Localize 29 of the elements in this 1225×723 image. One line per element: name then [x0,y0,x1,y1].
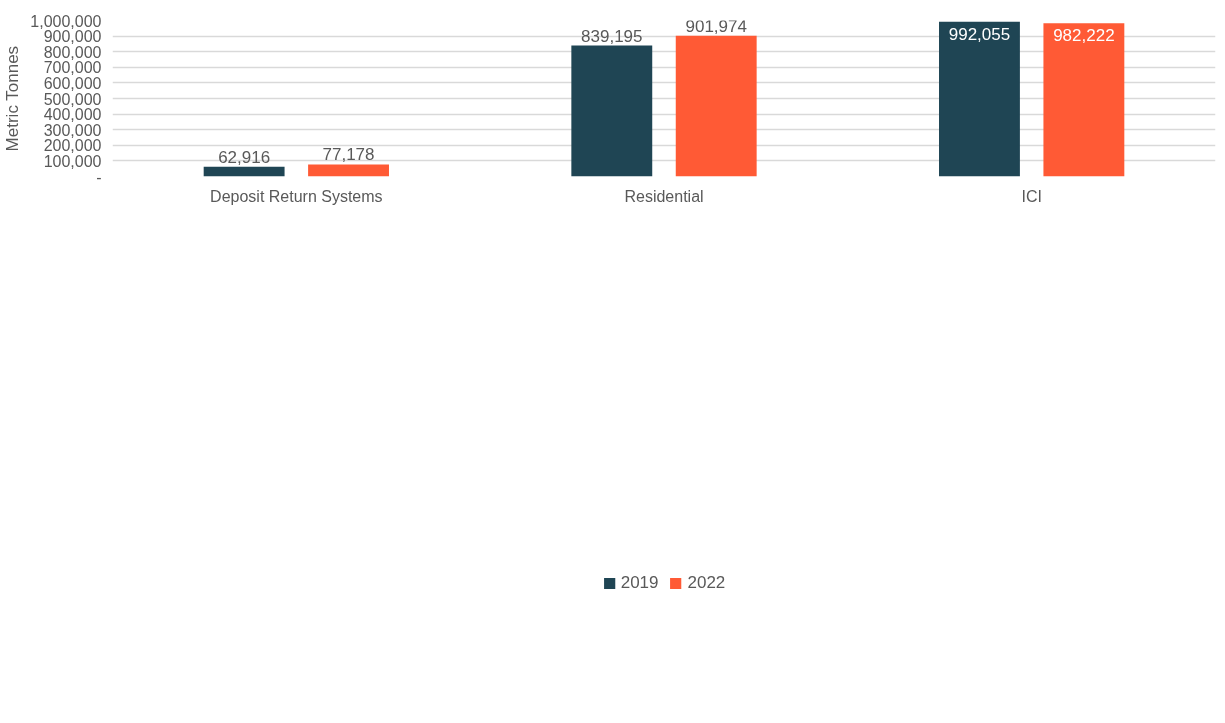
y-tick-label: 600,000 [43,74,102,92]
x-tick-label: ICI [1021,187,1042,205]
data-label: 77,178 [322,145,375,165]
x-tick-label: Residential [624,187,704,205]
bar [675,35,757,177]
y-tick-label: 400,000 [43,106,102,124]
y-tick-label: 1,000,000 [30,12,102,30]
bar [939,21,1020,177]
y-tick-label: 300,000 [43,121,102,139]
data-label: 62,916 [218,147,271,167]
bar [308,164,389,177]
x-tick-label: Deposit Return Systems [210,187,383,205]
data-label: 839,195 [581,26,643,46]
bar [1043,23,1125,177]
legend-label: 2022 [687,573,726,593]
legend-label: 2019 [620,573,659,593]
y-tick-label: 500,000 [43,90,102,108]
y-axis-title: Metric Tonnes [3,45,23,152]
data-label: 982,222 [1053,26,1115,46]
y-tick-label: - [96,168,102,186]
y-tick-label: 100,000 [43,152,102,170]
bar [571,45,653,177]
y-tick-label: 700,000 [43,59,102,77]
y-tick-label: 800,000 [43,43,102,61]
data-label: 901,974 [685,16,747,36]
bar [203,166,285,177]
data-label: 992,055 [948,24,1011,44]
y-tick-label: 900,000 [43,28,102,46]
y-tick-label: 200,000 [43,137,102,155]
